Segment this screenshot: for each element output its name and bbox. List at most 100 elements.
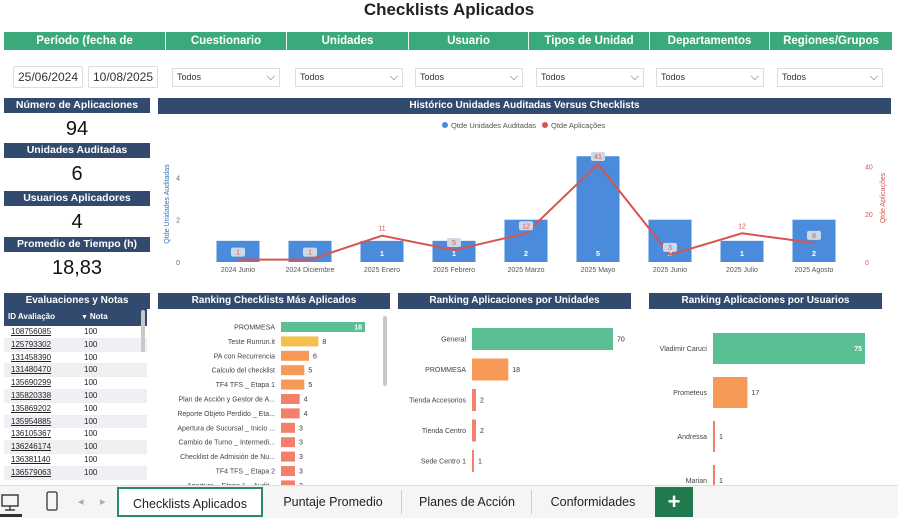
table-row[interactable]: 135820338 100 bbox=[4, 389, 147, 403]
table-row[interactable]: 135954885 100 bbox=[4, 415, 147, 429]
evaluation-id-link[interactable]: 136579063 bbox=[11, 467, 52, 477]
ranking-bar[interactable] bbox=[281, 422, 295, 433]
bar-units-audited[interactable] bbox=[432, 240, 476, 262]
evaluation-id-link[interactable]: 136105367 bbox=[11, 429, 52, 439]
category-label: Cambio de Turno _ Intermedi... bbox=[179, 440, 276, 447]
evaluation-id-link[interactable]: 135869202 bbox=[11, 403, 52, 413]
bar-units-audited[interactable] bbox=[720, 240, 764, 262]
table-row[interactable]: 135869202 100 bbox=[4, 403, 147, 416]
tab-puntaje-promedio[interactable]: Puntaje Promedio bbox=[283, 495, 383, 509]
ranking-checklists-scrollbar[interactable] bbox=[383, 316, 387, 386]
tab-planes-de-accion[interactable]: Planes de Acción bbox=[419, 495, 515, 509]
ranking-bar[interactable] bbox=[713, 421, 716, 452]
add-tab-button[interactable]: + bbox=[655, 487, 693, 517]
evaluation-id-link[interactable]: 131458390 bbox=[11, 352, 52, 362]
category-label: Apertura de Sucursal _ Inicio ... bbox=[177, 425, 275, 432]
category-label: Reporte Objeto Perdido _ Eta... bbox=[177, 411, 275, 418]
user-select[interactable]: Todos ⌵ bbox=[415, 68, 523, 87]
x-tick-label: 2025 Mayo bbox=[581, 267, 616, 274]
line-label-bg bbox=[447, 238, 461, 248]
tab-conformidades[interactable]: Conformidades bbox=[550, 495, 636, 509]
evaluation-score: 100 bbox=[84, 429, 98, 439]
evaluation-score: 100 bbox=[84, 467, 98, 477]
departments-select[interactable]: Todos ⌵ bbox=[656, 68, 764, 87]
evaluation-id-link[interactable]: 131480470 bbox=[11, 365, 52, 375]
table-row[interactable]: 136579063 100 bbox=[4, 466, 147, 480]
unit-types-select[interactable]: Todos ⌵ bbox=[536, 68, 644, 87]
bar-value-label: 2 bbox=[812, 249, 816, 258]
bar-units-audited[interactable] bbox=[576, 156, 620, 262]
table-scrollbar[interactable] bbox=[141, 310, 145, 352]
ranking-users-chart: Vladimir Caruci 75 Prometeus 17 Andressa 1 Mar… bbox=[660, 333, 865, 486]
category-label: Marian bbox=[686, 478, 708, 485]
ranking-bar[interactable] bbox=[281, 466, 295, 476]
table-header: ID Avaliação ▼ Nota bbox=[4, 308, 147, 326]
ranking-bar[interactable] bbox=[472, 450, 475, 472]
evaluaciones-table[interactable]: ID Avaliação ▼ Nota 108756085 100 12579330… bbox=[4, 308, 147, 486]
table-row[interactable]: 135690299 100 bbox=[4, 377, 147, 390]
category-label: TF4 TFS _ Etapa 1 bbox=[216, 382, 276, 389]
chevron-down-icon: ⌵ bbox=[750, 71, 759, 83]
historico-chart: Qtde Unidades Auditadas Qtde Aplicações Qt… bbox=[164, 121, 887, 274]
ranking-bar[interactable] bbox=[713, 377, 748, 408]
chevron-left-icon[interactable]: ◂ bbox=[78, 496, 84, 508]
kpi-avg-time-label: Promedio de Tiempo (h) bbox=[4, 237, 150, 252]
ranking-bar[interactable] bbox=[713, 333, 865, 364]
evaluation-id-link[interactable]: 135954885 bbox=[11, 416, 52, 426]
ranking-bar[interactable] bbox=[281, 379, 305, 390]
ranking-bar[interactable] bbox=[281, 350, 309, 361]
regions-select[interactable]: Todos ⌵ bbox=[777, 68, 883, 87]
table-row[interactable]: 136246174 100 bbox=[4, 441, 147, 454]
category-label: Checklist de Admisión de Nu... bbox=[180, 454, 275, 461]
date-to-input[interactable]: 10/08/2025 bbox=[88, 66, 158, 88]
evaluation-id-link[interactable]: 108756085 bbox=[11, 327, 52, 336]
evaluation-id-link[interactable]: 136246174 bbox=[11, 442, 52, 452]
category-label: Tienda Centro bbox=[422, 428, 466, 435]
category-label: PA con Recurrencia bbox=[214, 353, 275, 360]
bar-value-label: 3 bbox=[299, 425, 303, 432]
col-nota-header[interactable]: ▼ Nota bbox=[77, 308, 137, 326]
ranking-bar[interactable] bbox=[281, 451, 295, 462]
ranking-bar[interactable] bbox=[713, 465, 716, 486]
line-value-label: 12 bbox=[738, 223, 746, 230]
evaluation-score: 100 bbox=[84, 352, 98, 362]
table-row[interactable]: 131480470 100 bbox=[4, 364, 147, 378]
bar-units-audited[interactable] bbox=[360, 240, 404, 262]
evaluation-id-link[interactable]: 136381140 bbox=[11, 454, 51, 464]
evaluation-id-link[interactable]: 135690299 bbox=[11, 378, 52, 388]
bar-value-label: 17 bbox=[751, 390, 759, 397]
col-nota-label: Nota bbox=[89, 312, 108, 321]
bar-value-label: 70 bbox=[617, 337, 625, 344]
ranking-bar[interactable] bbox=[281, 437, 295, 448]
questionnaire-select[interactable]: Todos ⌵ bbox=[172, 68, 280, 87]
tab-checklists-aplicados[interactable]: Checklists Aplicados bbox=[117, 487, 263, 517]
ranking-bar[interactable] bbox=[281, 408, 300, 419]
chevron-down-icon: ⌵ bbox=[389, 71, 398, 83]
table-row[interactable]: 136381140 100 bbox=[4, 454, 147, 467]
table-row[interactable]: 131458390 100 bbox=[4, 352, 147, 365]
desktop-view-icon[interactable] bbox=[0, 490, 22, 514]
ranking-bar[interactable] bbox=[281, 480, 295, 486]
ranking-bar[interactable] bbox=[472, 328, 613, 350]
units-select[interactable]: Todos ⌵ bbox=[295, 68, 403, 87]
ranking-bar[interactable] bbox=[281, 365, 305, 376]
table-row[interactable]: 136105367 100 bbox=[4, 428, 147, 442]
table-row[interactable]: 125793302 100 bbox=[4, 338, 147, 352]
chevron-right-icon[interactable]: ▸ bbox=[100, 496, 106, 508]
ranking-bar[interactable] bbox=[281, 322, 365, 332]
evaluation-id-link[interactable]: 135820338 bbox=[11, 390, 52, 400]
ranking-bar[interactable] bbox=[472, 419, 477, 442]
date-from-input[interactable]: 25/06/2024 bbox=[13, 66, 83, 88]
bar-value-label: 18 bbox=[512, 367, 520, 374]
mobile-view-icon[interactable] bbox=[44, 490, 60, 514]
tab-separator bbox=[401, 490, 402, 514]
ranking-bar[interactable] bbox=[281, 336, 319, 347]
y-tick-right: 40 bbox=[865, 164, 873, 171]
evaluation-id-link[interactable]: 125793302 bbox=[11, 339, 52, 349]
ranking-bar[interactable] bbox=[472, 358, 509, 381]
bar-value-label: 3 bbox=[299, 483, 303, 486]
bar-value-label: 4 bbox=[304, 397, 308, 404]
table-row[interactable]: 108756085 100 bbox=[4, 326, 147, 339]
ranking-bar[interactable] bbox=[472, 389, 477, 411]
ranking-bar[interactable] bbox=[281, 394, 300, 404]
